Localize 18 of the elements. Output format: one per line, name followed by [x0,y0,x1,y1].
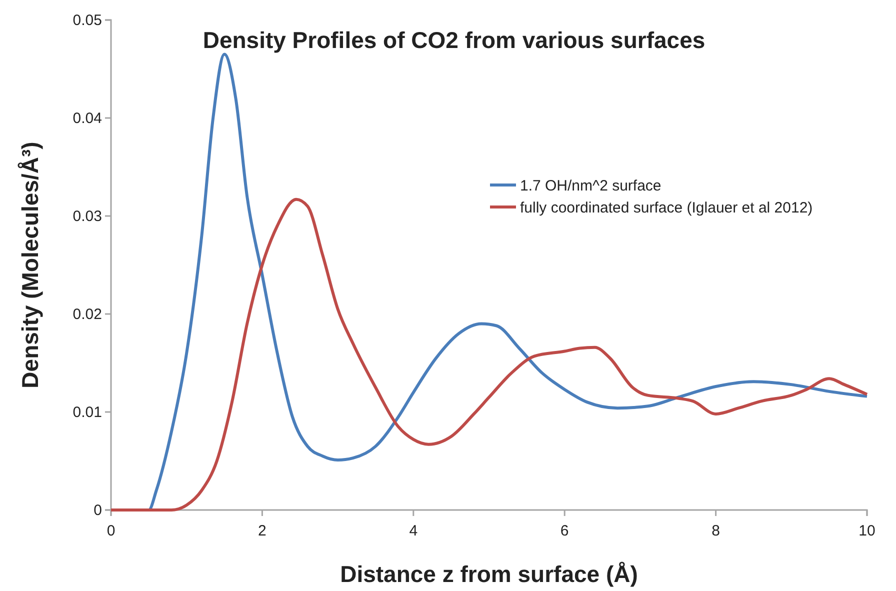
y-tick-label: 0.03 [72,208,102,225]
y-tick-label: 0.01 [72,404,102,421]
x-axis-title: Distance z from surface (Å) [340,561,638,587]
x-tick-label: 6 [560,522,569,540]
x-tick-label: 2 [258,522,266,540]
line-series [110,198,868,512]
legend-label: fully coordinated surface (Iglauer et al 2012) [520,199,813,216]
y-tick-label: 0 [94,502,102,519]
x-tick-label: 10 [858,522,876,540]
legend-label: 1.7 OH/nm^2 surface [520,177,662,194]
chart-title: Density Profiles of CO2 from various surfaces [202,27,706,53]
y-tick-label: 0.05 [72,12,102,29]
x-tick-label: 8 [712,522,720,540]
y-axis-title: Density (Molecules/Å³) [17,142,43,388]
y-tick-label: 0.02 [72,306,102,323]
x-tick-label: 4 [409,522,418,540]
y-tick-label: 0.04 [72,110,102,127]
x-tick-label: 0 [106,522,116,540]
